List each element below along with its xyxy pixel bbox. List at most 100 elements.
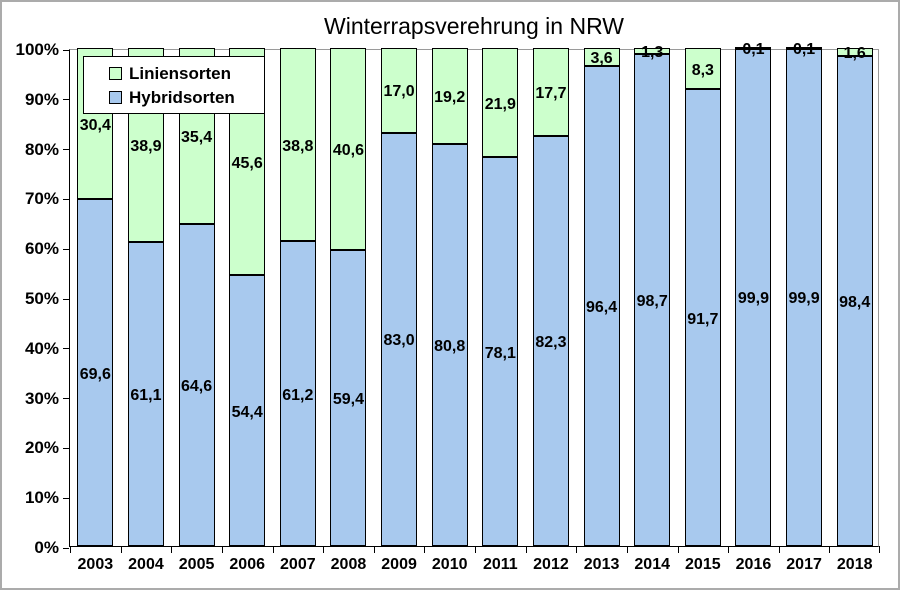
data-label-hybridsorten-2008: 59,4 (332, 391, 365, 409)
data-label-hybridsorten-2005: 64,6 (180, 378, 213, 396)
bar-segment-hybridsorten-2009[interactable] (381, 132, 418, 546)
bar-segment-liniensorten-2010[interactable] (431, 48, 468, 144)
y-axis-tick-label: 10% (24, 488, 59, 508)
x-axis-tick-mark (677, 546, 679, 553)
x-axis-label-2018: 2018 (836, 556, 873, 573)
data-label-liniensorten-2007: 38,8 (282, 137, 314, 155)
y-axis-tick-label: 90% (24, 89, 59, 109)
y-axis-tick-label: 100% (15, 40, 59, 59)
bar-segment-hybridsorten-2008[interactable] (330, 250, 367, 546)
x-axis-label-2006: 2006 (229, 556, 265, 573)
data-label-liniensorten-2003: 30,4 (79, 116, 111, 134)
data-label-hybridsorten-2010: 80,8 (434, 337, 466, 355)
x-axis-label-2011: 2011 (482, 556, 518, 573)
x-axis-tick-mark (373, 546, 375, 553)
data-label-liniensorten-2016: 0,1 (742, 41, 765, 59)
bar-segment-liniensorten-2009[interactable] (381, 48, 418, 133)
bar-segment-hybridsorten-2011[interactable] (482, 157, 519, 546)
data-label-liniensorten-2013: 3,6 (590, 49, 613, 67)
y-axis-tick-label: 70% (24, 189, 59, 209)
bar-segment-liniensorten-2013[interactable] (583, 48, 620, 66)
legend-item-hybridsorten[interactable]: Hybridsorten (109, 89, 264, 106)
data-label-hybridsorten-2017: 99,9 (788, 290, 820, 308)
bar-segment-hybridsorten-2004[interactable] (127, 241, 164, 546)
y-axis-tick-label: 80% (24, 139, 59, 159)
bar-segment-hybridsorten-2016[interactable] (735, 48, 772, 546)
y-axis-tick-label: 30% (24, 388, 59, 408)
chart-title: Winterrapsverehrung in NRW (324, 13, 624, 39)
bar-segment-hybridsorten-2013[interactable] (583, 65, 620, 546)
bar-segment-hybridsorten-2006[interactable] (229, 275, 266, 546)
bar-segment-hybridsorten-2003[interactable] (77, 199, 114, 546)
x-axis-tick-mark (70, 546, 71, 553)
x-axis-tick-mark (879, 546, 880, 553)
x-axis-label-2009: 2009 (381, 556, 417, 573)
data-label-liniensorten-2017: 0,1 (792, 41, 816, 59)
x-axis-label-2014: 2014 (634, 556, 670, 573)
y-axis-tick-mark (63, 198, 69, 200)
data-label-liniensorten-2006: 45,6 (231, 154, 263, 172)
bar-segment-hybridsorten-2007[interactable] (279, 241, 316, 546)
x-axis-label-2008: 2008 (330, 556, 367, 573)
data-label-liniensorten-2018: 1,6 (843, 44, 866, 62)
bar-segment-liniensorten-2007[interactable] (279, 48, 316, 242)
x-axis-label-2013: 2013 (583, 556, 620, 573)
x-axis-tick-mark (221, 546, 223, 553)
data-label-hybridsorten-2007: 61,2 (282, 386, 314, 404)
data-label-liniensorten-2012: 17,7 (535, 85, 567, 103)
y-axis-tick-label: 50% (24, 289, 59, 308)
x-axis-tick-mark (576, 546, 578, 553)
data-label-hybridsorten-2013: 96,4 (585, 298, 618, 316)
bar-segment-liniensorten-2014[interactable] (634, 48, 671, 55)
data-label-hybridsorten-2014: 98,7 (636, 293, 668, 311)
bar-segment-liniensorten-2017[interactable] (786, 46, 823, 49)
liniensorten-swatch-icon (109, 66, 122, 80)
x-axis-label-2007: 2007 (280, 556, 316, 573)
bar-segment-hybridsorten-2015[interactable] (684, 89, 721, 546)
y-axis-tick-label: 40% (24, 338, 59, 358)
x-axis-tick-mark (475, 546, 476, 553)
x-axis-tick-mark (728, 546, 730, 553)
data-label-liniensorten-2005: 35,4 (180, 129, 213, 147)
x-axis-tick-mark (525, 546, 527, 553)
x-axis-label-2015: 2015 (685, 556, 721, 573)
y-axis-tick-label: 0% (34, 538, 59, 557)
bar-segment-hybridsorten-2017[interactable] (786, 48, 823, 546)
data-label-liniensorten-2010: 19,2 (434, 88, 466, 106)
x-axis-tick-mark (272, 546, 274, 553)
data-label-hybridsorten-2015: 91,7 (687, 310, 719, 328)
bar-segment-hybridsorten-2012[interactable] (532, 136, 569, 546)
bar-segment-hybridsorten-2010[interactable] (431, 143, 468, 546)
y-axis-tick-mark (63, 298, 69, 300)
legend-item-liniensorten[interactable]: Liniensorten (109, 65, 264, 82)
legend[interactable]: Liniensorten Hybridsorten (83, 56, 265, 114)
x-axis-tick-mark (424, 546, 426, 553)
bar-segment-liniensorten-2015[interactable] (684, 48, 721, 90)
bar-segment-hybridsorten-2018[interactable] (836, 55, 873, 546)
x-axis-tick-mark (778, 546, 780, 553)
y-axis-tick-mark (63, 447, 69, 449)
data-label-hybridsorten-2012: 82,3 (535, 334, 567, 352)
data-label-hybridsorten-2003: 69,6 (79, 365, 111, 383)
bar-segment-liniensorten-2018[interactable] (836, 48, 873, 56)
y-axis-tick-mark (63, 49, 69, 51)
bar-segment-liniensorten-2012[interactable] (532, 48, 569, 137)
x-axis-tick-mark (171, 546, 173, 553)
bar-segment-liniensorten-2016[interactable] (735, 46, 772, 49)
data-label-liniensorten-2009: 17,0 (383, 83, 415, 101)
x-axis-label-2012: 2012 (533, 556, 569, 573)
x-axis-tick-mark (829, 546, 831, 553)
y-axis-tick-mark (63, 497, 69, 499)
bar-segment-liniensorten-2011[interactable] (482, 48, 519, 158)
y-axis-tick-mark (63, 547, 69, 549)
bar-segment-hybridsorten-2014[interactable] (634, 54, 671, 546)
bar-segment-liniensorten-2008[interactable] (330, 48, 367, 251)
data-label-hybridsorten-2009: 83,0 (383, 332, 415, 350)
x-axis-label-2016: 2016 (735, 556, 772, 573)
y-axis-tick-mark (63, 248, 69, 250)
data-label-hybridsorten-2006: 54,4 (231, 403, 263, 421)
y-axis-tick-label: 20% (24, 438, 59, 458)
x-axis-label-2010: 2010 (431, 556, 468, 573)
bar-segment-hybridsorten-2005[interactable] (178, 224, 215, 546)
